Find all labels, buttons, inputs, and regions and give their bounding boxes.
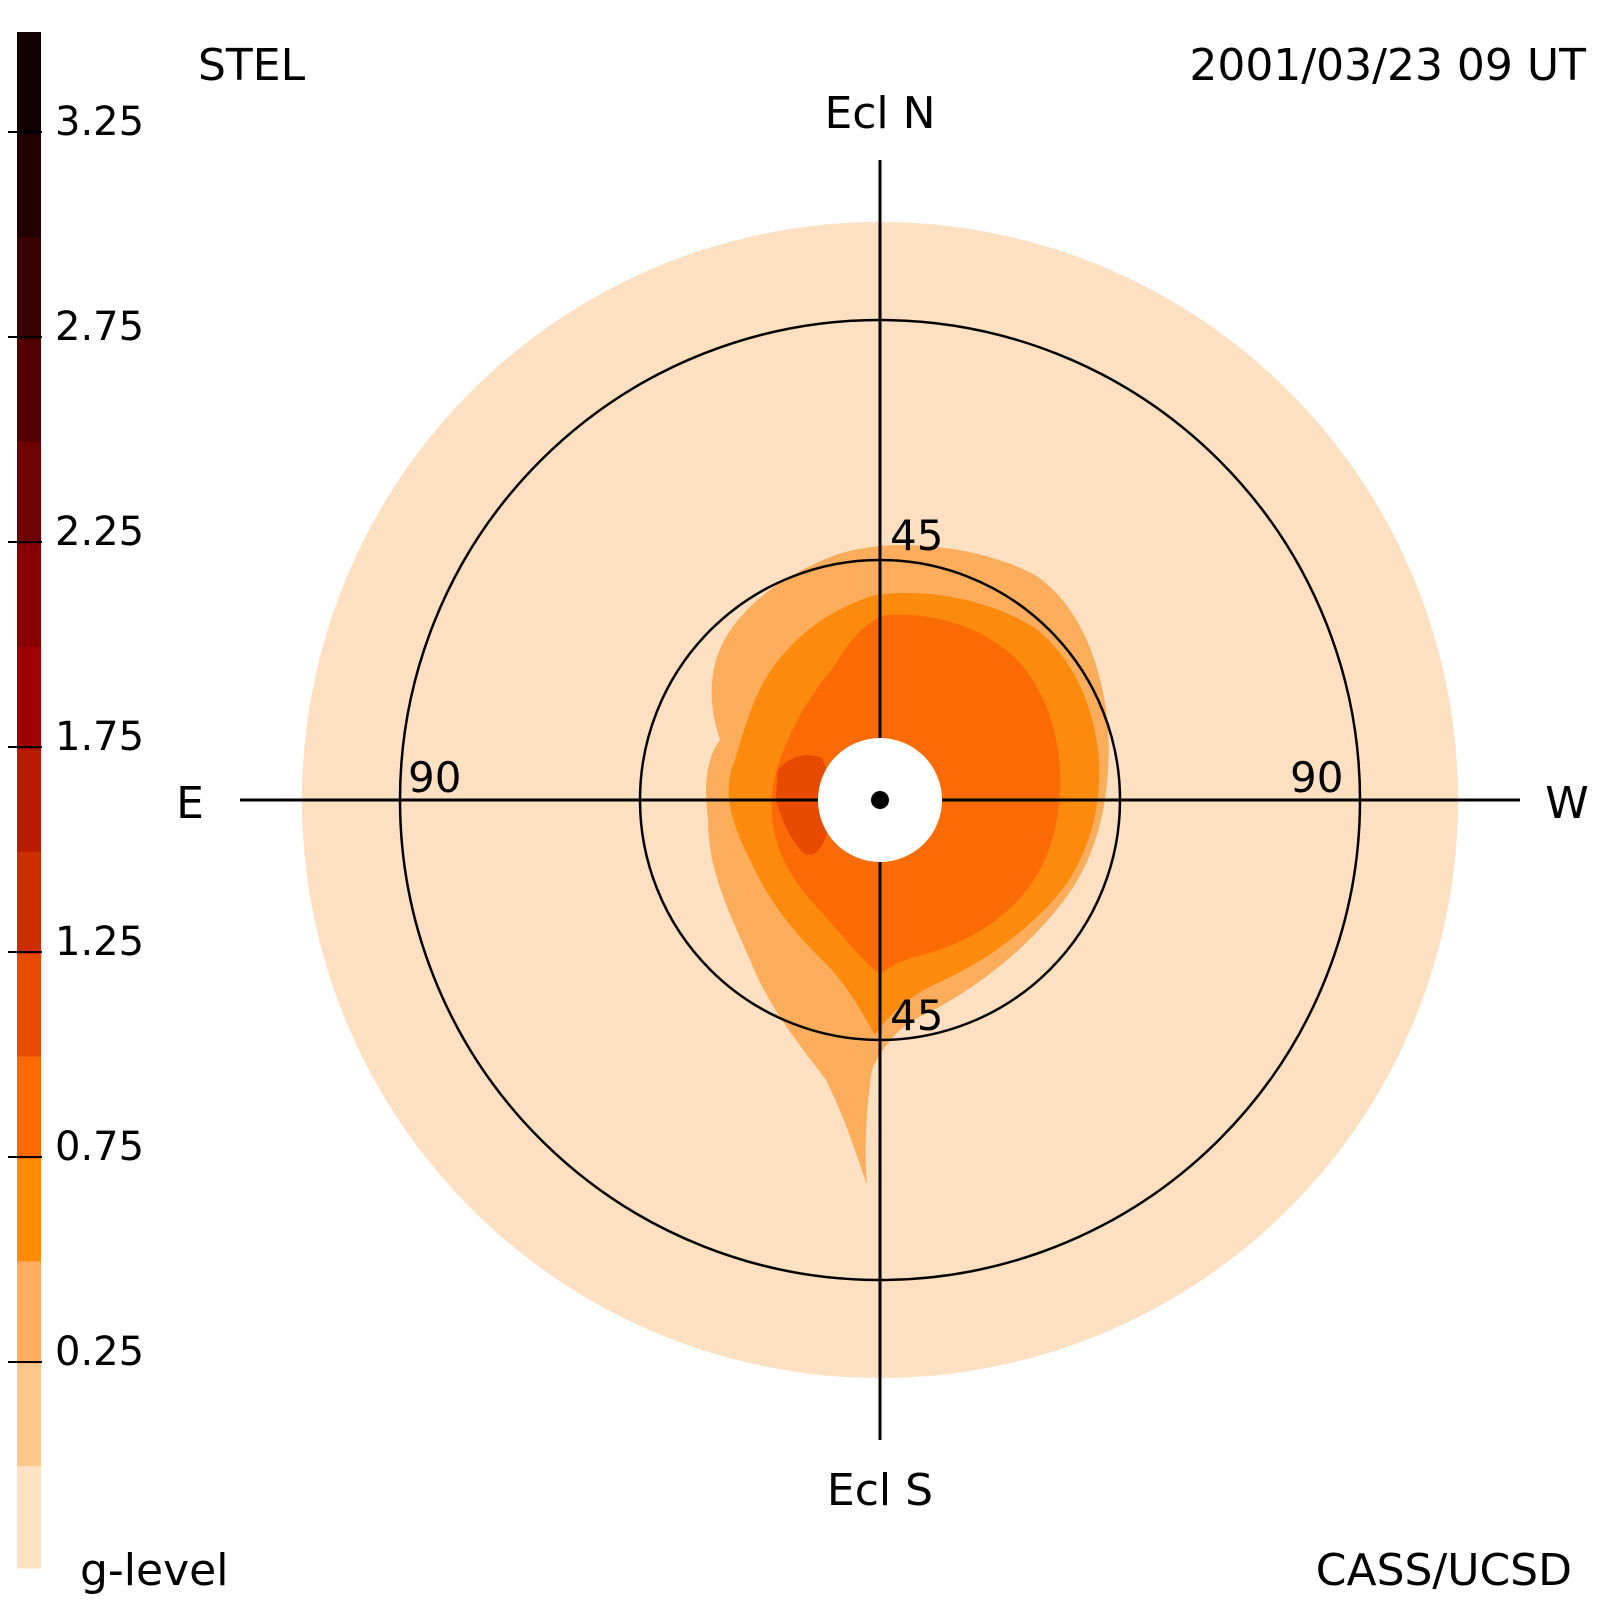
color-scale-band <box>17 32 41 135</box>
color-scale: 3.25 2.75 2.25 1.75 1.25 0.75 0.25 <box>8 32 144 1569</box>
scale-tick-label: 0.75 <box>55 1124 144 1170</box>
ring-label-inner-top: 45 <box>890 511 943 560</box>
color-scale-band <box>17 1056 41 1159</box>
color-scale-bands <box>17 32 41 1569</box>
color-scale-band <box>17 1363 41 1467</box>
ring-label-outer-left: 90 <box>408 753 461 802</box>
sky-map: 45 45 90 90 Ecl N Ecl S E W <box>176 88 1589 1516</box>
scale-tick-label: 1.25 <box>55 919 144 965</box>
credit-label: CASS/UCSD <box>1316 1545 1572 1596</box>
color-scale-ticks <box>8 131 42 1363</box>
color-scale-band <box>17 1465 41 1569</box>
scale-tick-label: 1.75 <box>55 714 144 760</box>
compass-west-label: W <box>1545 778 1589 829</box>
color-scale-band <box>17 851 41 955</box>
scale-name-label: g-level <box>80 1545 228 1596</box>
scale-tick-label: 3.25 <box>55 99 144 145</box>
ring-label-outer-right: 90 <box>1290 753 1343 802</box>
color-scale-band <box>17 1158 41 1262</box>
color-scale-band <box>17 134 41 238</box>
instrument-label: STEL <box>198 40 306 91</box>
compass-south-label: Ecl S <box>827 1465 933 1516</box>
color-scale-band <box>17 441 41 545</box>
color-scale-band <box>17 236 41 340</box>
scale-tick-label: 2.25 <box>55 509 144 555</box>
scale-tick-label: 0.25 <box>55 1329 144 1375</box>
gradient-level-1-25 <box>776 755 830 856</box>
scale-tick-label: 2.75 <box>55 304 144 350</box>
color-scale-band <box>17 953 41 1057</box>
color-scale-band <box>17 544 41 647</box>
sun-center-dot <box>871 791 889 809</box>
color-scale-band <box>17 748 41 852</box>
color-scale-band <box>17 1260 41 1364</box>
timestamp-label: 2001/03/23 09 UT <box>1189 40 1586 91</box>
color-scale-band <box>17 646 41 750</box>
compass-east-label: E <box>176 778 204 829</box>
compass-north-label: Ecl N <box>824 88 935 139</box>
ring-label-inner-bottom: 45 <box>890 991 943 1040</box>
color-scale-band <box>17 339 41 443</box>
